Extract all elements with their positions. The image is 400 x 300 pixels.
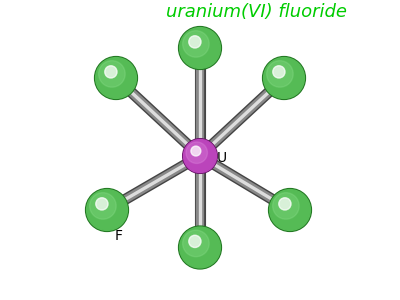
Circle shape — [191, 146, 201, 156]
Circle shape — [273, 66, 285, 78]
Circle shape — [186, 142, 208, 164]
Circle shape — [180, 28, 220, 68]
Circle shape — [90, 193, 116, 219]
Text: F: F — [114, 229, 122, 242]
Text: U: U — [216, 151, 227, 164]
Circle shape — [189, 235, 201, 248]
Circle shape — [183, 139, 217, 173]
Circle shape — [270, 190, 310, 230]
Circle shape — [189, 36, 201, 48]
Circle shape — [105, 66, 117, 78]
Circle shape — [86, 189, 128, 231]
Circle shape — [183, 230, 209, 257]
Circle shape — [279, 198, 291, 210]
Circle shape — [180, 227, 220, 268]
Circle shape — [86, 190, 127, 230]
Circle shape — [96, 58, 136, 98]
Text: uranium(VI) fluoride: uranium(VI) fluoride — [166, 3, 347, 21]
Circle shape — [273, 193, 299, 219]
Circle shape — [94, 57, 138, 99]
Circle shape — [262, 57, 306, 99]
Circle shape — [184, 140, 216, 172]
Circle shape — [267, 61, 293, 87]
Circle shape — [183, 31, 209, 57]
Circle shape — [268, 189, 312, 231]
Circle shape — [96, 198, 108, 210]
Circle shape — [264, 58, 304, 98]
Circle shape — [99, 61, 125, 87]
Circle shape — [178, 226, 222, 269]
Circle shape — [178, 27, 222, 69]
